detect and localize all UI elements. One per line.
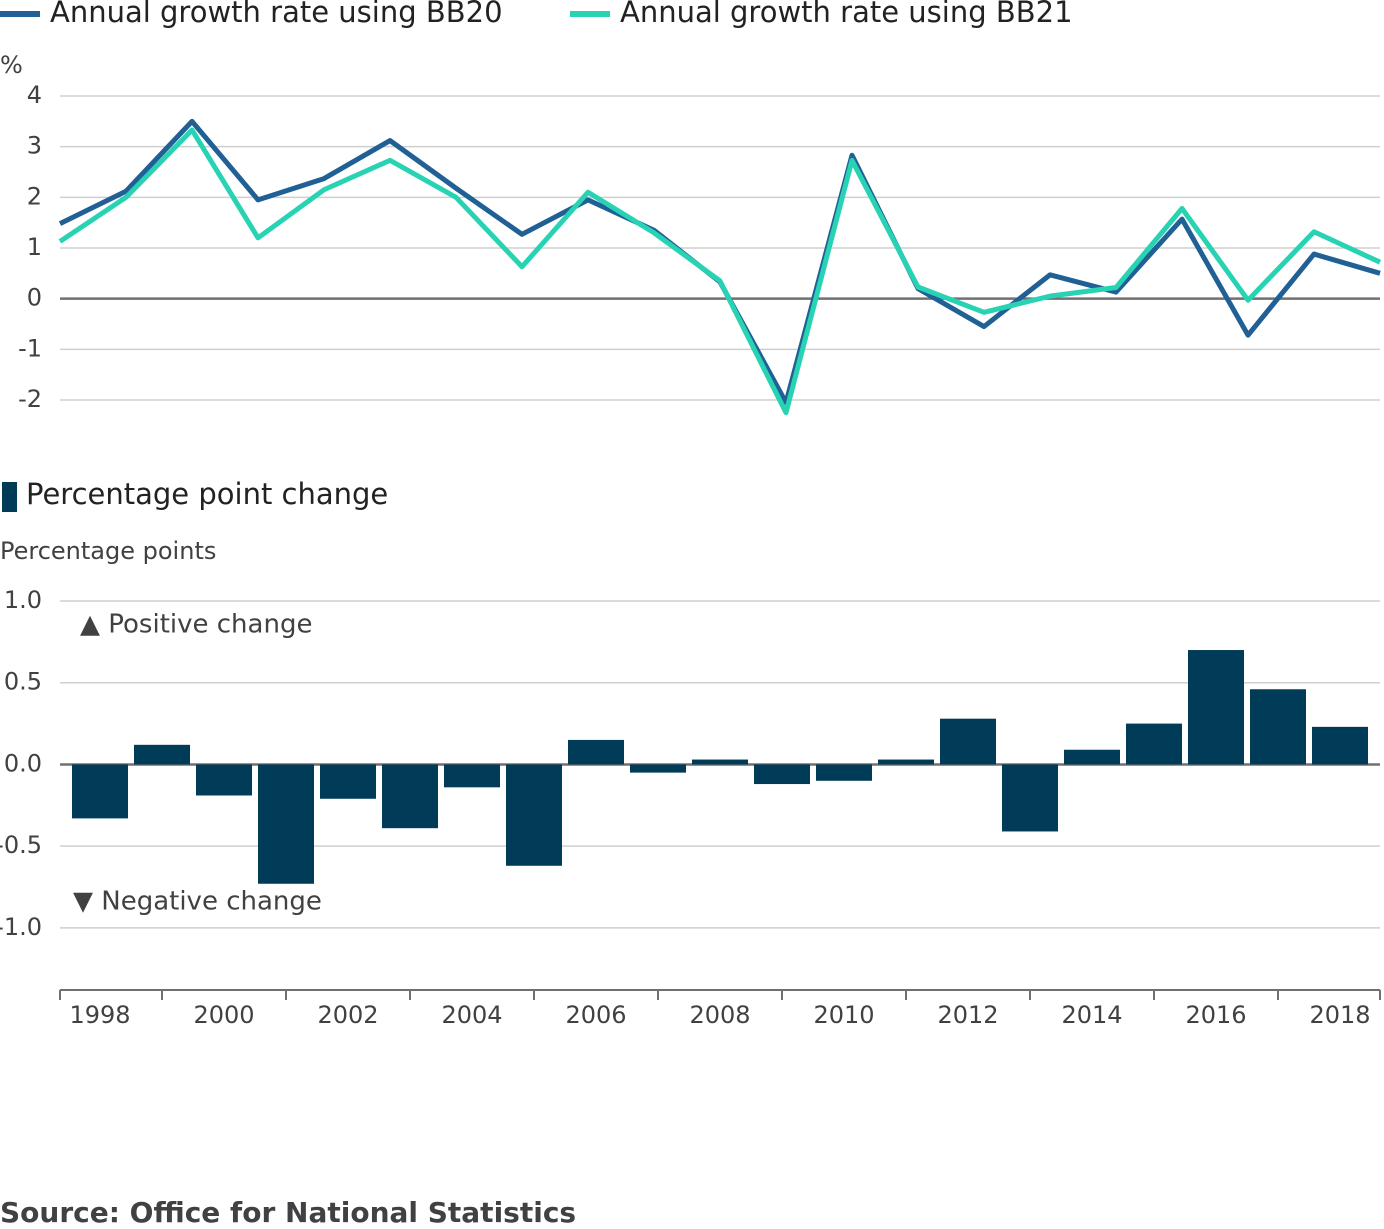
bar	[444, 764, 500, 788]
bar	[692, 759, 748, 765]
x-tick-label: 2010	[813, 1001, 874, 1029]
bar	[1312, 726, 1368, 765]
x-tick-label: 2000	[193, 1001, 254, 1029]
y-tick-label: 4	[27, 81, 42, 109]
y-tick-label: 0	[27, 284, 42, 312]
y-tick-label: 1.0	[4, 586, 42, 614]
x-tick-label: 2012	[937, 1001, 998, 1029]
legend-label: Annual growth rate using BB21	[620, 0, 1073, 29]
bar	[320, 764, 376, 799]
bar	[506, 764, 562, 866]
y-axis-title: Percentage points	[0, 537, 216, 565]
bar	[382, 764, 438, 829]
legend-label: Percentage point change	[26, 477, 388, 511]
series-line	[58, 118, 1381, 406]
bar	[134, 744, 190, 765]
bar	[754, 764, 810, 785]
series-line	[58, 127, 1382, 416]
legend-swatch	[2, 482, 17, 512]
bar	[1188, 650, 1244, 765]
y-tick-label: 0.0	[4, 749, 42, 777]
x-tick-label: 2004	[441, 1001, 502, 1029]
y-tick-label: -2	[18, 385, 42, 413]
bar	[72, 764, 128, 819]
y-tick-label: -1	[18, 334, 42, 362]
bar	[568, 739, 624, 765]
bar	[1002, 764, 1058, 832]
bar	[196, 764, 252, 796]
bar	[1250, 689, 1306, 765]
bar	[940, 718, 996, 765]
y-tick-label: -0.5	[0, 831, 42, 859]
x-tick-label: 2008	[689, 1001, 750, 1029]
bar	[1064, 749, 1120, 765]
x-tick-label: 2016	[1185, 1001, 1246, 1029]
annotation: ▲ Positive change	[80, 610, 312, 640]
x-tick-label: 2002	[317, 1001, 378, 1029]
y-axis-title: %	[0, 51, 23, 79]
bar	[816, 764, 872, 781]
legend-label: Annual growth rate using BB20	[50, 0, 503, 29]
y-tick-label: 0.5	[4, 668, 42, 696]
x-tick-label: 2006	[565, 1001, 626, 1029]
y-tick-label: -1.0	[0, 913, 42, 941]
x-tick-label: 2018	[1309, 1001, 1370, 1029]
source: Source: Office for National Statistics	[0, 1196, 576, 1229]
annotation: ▼ Negative change	[73, 887, 322, 917]
bar	[630, 764, 686, 773]
y-tick-label: 1	[27, 233, 42, 261]
y-tick-label: 2	[27, 182, 42, 210]
bar	[878, 759, 934, 765]
bar	[1126, 723, 1182, 765]
bar	[258, 764, 314, 884]
x-tick-label: 1998	[69, 1001, 130, 1029]
x-tick-label: 2014	[1061, 1001, 1122, 1029]
y-tick-label: 3	[27, 132, 42, 160]
